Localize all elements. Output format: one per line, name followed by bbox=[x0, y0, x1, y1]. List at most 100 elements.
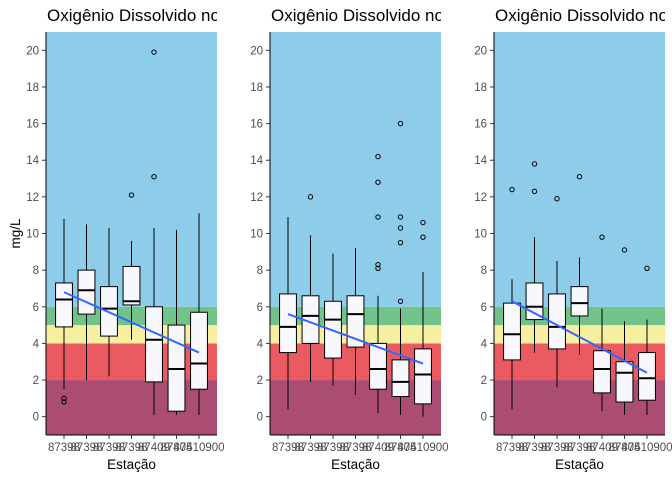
outlier-point bbox=[420, 219, 426, 226]
boxplot-1 bbox=[279, 217, 297, 410]
outlier-point bbox=[375, 265, 381, 272]
y-tick-label: 4 bbox=[33, 338, 40, 350]
x-tick-label: 87398 bbox=[340, 442, 372, 454]
box-iqr bbox=[638, 352, 656, 401]
chart-panel-1: 0246810121416182087398873988739887398874… bbox=[8, 6, 225, 472]
y-tick-label: 20 bbox=[474, 45, 487, 57]
panel-title: Oxigênio Dissolvido no bbox=[271, 6, 444, 25]
boxplot-5 bbox=[145, 49, 163, 415]
x-tick-label: 87398 bbox=[93, 442, 125, 454]
x-tick-label: 87409 bbox=[138, 442, 170, 454]
quality-band-1 bbox=[494, 380, 665, 435]
boxplot-5 bbox=[593, 234, 611, 412]
boxplot-5 bbox=[369, 153, 387, 414]
box-iqr bbox=[77, 269, 96, 315]
outlier-point bbox=[375, 261, 381, 268]
outlier-point bbox=[509, 186, 515, 193]
x-tick-label: 87410900 bbox=[621, 442, 672, 454]
outlier-point bbox=[307, 194, 314, 200]
y-tick-label: 8 bbox=[257, 265, 263, 277]
box-iqr bbox=[414, 348, 432, 405]
y-tick-label: 10 bbox=[26, 229, 39, 241]
outlier-point bbox=[151, 174, 157, 180]
box-iqr bbox=[190, 311, 208, 390]
y-tick-label: 14 bbox=[474, 155, 487, 167]
boxplot-1 bbox=[55, 218, 73, 405]
boxplot-3 bbox=[548, 195, 566, 388]
y-tick-label: 8 bbox=[481, 265, 487, 277]
y-tick-label: 20 bbox=[26, 45, 39, 57]
x-tick-label: 87409 bbox=[586, 442, 618, 454]
outlier-point bbox=[397, 239, 404, 246]
outlier-point bbox=[531, 161, 538, 167]
y-tick-label: 8 bbox=[33, 265, 39, 277]
x-axis-title: Estação bbox=[331, 457, 380, 472]
y-tick-label: 20 bbox=[250, 45, 263, 57]
x-axis-title: Estação bbox=[555, 457, 604, 472]
boxplot-2 bbox=[301, 194, 320, 382]
x-tick-label: 87410900 bbox=[397, 442, 448, 454]
box-iqr bbox=[55, 282, 73, 328]
outlier-point bbox=[576, 174, 583, 180]
outlier-point bbox=[375, 153, 381, 160]
outlier-point bbox=[397, 214, 404, 220]
y-tick-label: 12 bbox=[474, 192, 487, 204]
outlier-point bbox=[375, 214, 381, 220]
y-tick-label: 12 bbox=[26, 192, 39, 204]
y-tick-label: 6 bbox=[257, 302, 263, 314]
chart-panel-2: 0246810121416182087398873988739887398874… bbox=[250, 6, 448, 472]
x-tick-label: 87398 bbox=[116, 442, 148, 454]
box-iqr bbox=[279, 293, 297, 354]
y-tick-label: 14 bbox=[26, 155, 39, 167]
y-tick-label: 18 bbox=[26, 82, 39, 94]
x-tick-label: 87398 bbox=[295, 442, 327, 454]
panel-title: Oxigênio Dissolvido no bbox=[47, 6, 220, 25]
trend-line bbox=[511, 300, 648, 374]
x-axis-title: Estação bbox=[107, 457, 156, 472]
y-tick-label: 2 bbox=[33, 375, 39, 387]
boxplot-7 bbox=[638, 265, 656, 415]
outlier-point bbox=[420, 234, 426, 240]
y-tick-label: 0 bbox=[481, 412, 487, 424]
outlier-point bbox=[397, 225, 404, 231]
y-tick-label: 4 bbox=[481, 338, 488, 350]
x-tick-label: 87405 bbox=[609, 442, 641, 454]
y-tick-label: 14 bbox=[250, 155, 263, 167]
panel-title: Oxigênio Dissolvido no bbox=[495, 6, 668, 25]
x-tick-label: 87405 bbox=[161, 442, 193, 454]
boxplot-6 bbox=[391, 120, 410, 415]
outlier-point bbox=[599, 234, 605, 240]
outlier-point bbox=[531, 188, 538, 195]
outlier-point bbox=[644, 265, 650, 272]
box-iqr bbox=[145, 306, 163, 383]
y-tick-label: 16 bbox=[250, 119, 263, 131]
outlier-point bbox=[151, 49, 157, 55]
outlier-point bbox=[375, 179, 381, 185]
boxplot-4 bbox=[122, 192, 141, 340]
x-tick-label: 87405 bbox=[385, 442, 417, 454]
y-tick-label: 10 bbox=[250, 229, 263, 241]
y-tick-label: 18 bbox=[250, 82, 263, 94]
chart-panel-3: 0246810121416182087398873988739887398874… bbox=[474, 6, 672, 472]
quality-band-1 bbox=[46, 380, 217, 435]
y-axis-title: mg/L bbox=[8, 218, 23, 249]
y-tick-label: 4 bbox=[257, 338, 264, 350]
y-tick-label: 12 bbox=[250, 192, 263, 204]
y-tick-label: 10 bbox=[474, 229, 487, 241]
y-tick-label: 18 bbox=[474, 82, 487, 94]
x-tick-label: 87398 bbox=[317, 442, 349, 454]
box-iqr bbox=[391, 359, 410, 398]
x-tick-label: 87398 bbox=[48, 442, 80, 454]
x-tick-label: 87398 bbox=[519, 442, 551, 454]
boxplot-4 bbox=[570, 174, 589, 355]
y-tick-label: 2 bbox=[257, 375, 263, 387]
trend-line bbox=[63, 291, 200, 354]
outlier-point bbox=[61, 395, 67, 402]
x-tick-label: 87410900 bbox=[173, 442, 224, 454]
boxplot-1 bbox=[503, 186, 521, 410]
boxplot-4 bbox=[346, 248, 365, 395]
outlier-point bbox=[128, 192, 135, 198]
outlier-point bbox=[397, 120, 404, 127]
x-tick-label: 87398 bbox=[541, 442, 573, 454]
